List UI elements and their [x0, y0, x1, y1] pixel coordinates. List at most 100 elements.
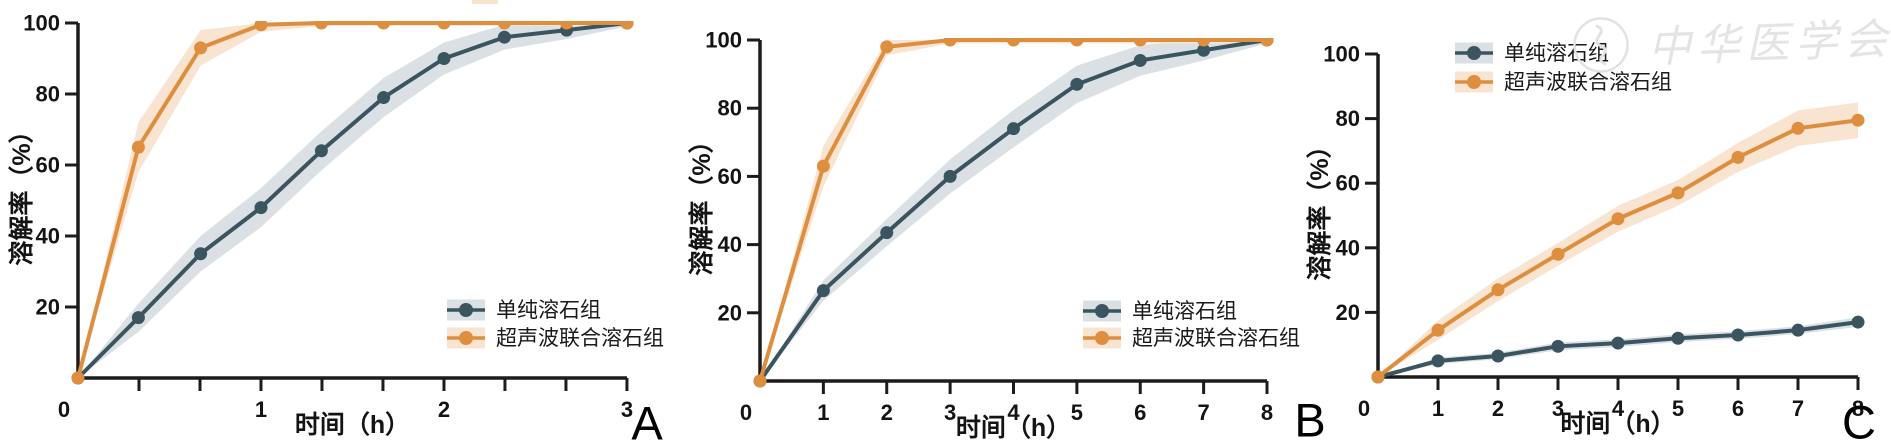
watermark-seal-icon	[1573, 17, 1629, 73]
data-point-marker	[816, 159, 830, 173]
data-point-marker	[497, 30, 511, 44]
data-point-marker	[1671, 331, 1685, 345]
data-point-marker	[437, 52, 451, 65]
legend-label: 超声波联合溶石组	[1132, 326, 1300, 350]
x-axis-title: 时间（h）	[295, 410, 410, 439]
panel-letter-C: C	[1842, 396, 1876, 443]
data-point-marker	[254, 201, 268, 215]
x-tick-label: 5	[1071, 400, 1083, 425]
x-tick-label: 2	[1492, 396, 1504, 421]
x-tick-label: 3	[621, 397, 633, 422]
x-tick-label: 3	[944, 400, 956, 425]
confidence-band-0	[78, 23, 627, 378]
data-point-marker	[1791, 121, 1805, 135]
y-tick-label: 20	[36, 295, 60, 320]
data-point-marker	[314, 21, 328, 30]
x-tick-label: 6	[1134, 400, 1146, 425]
panel-letter-B: B	[1294, 394, 1325, 443]
x-tick-label: 4	[1612, 396, 1625, 421]
y-tick-label: 100	[23, 11, 60, 36]
data-point-marker	[1070, 77, 1084, 91]
y-tick-label: 60	[1336, 171, 1360, 196]
legend-marker-icon	[1095, 304, 1109, 318]
x-tick-label: 0	[58, 397, 70, 422]
watermark-text: 中华医学会	[1647, 17, 1891, 73]
x-tick-label: 2	[438, 397, 450, 422]
data-point-marker	[1007, 122, 1020, 136]
legend-label: 超声波联合溶石组	[496, 326, 664, 350]
data-point-marker	[131, 140, 145, 154]
x-tick-label: 1	[255, 397, 267, 422]
y-tick-label: 80	[1336, 106, 1360, 131]
y-tick-label: 40	[718, 232, 742, 257]
y-tick-label: 80	[36, 82, 60, 107]
x-tick-label: 4	[1007, 400, 1020, 425]
data-point-marker	[1731, 150, 1745, 164]
legend-label: 单纯溶石组	[1504, 41, 1609, 65]
data-point-marker	[1197, 43, 1211, 57]
data-point-marker	[377, 21, 391, 30]
data-point-marker	[816, 284, 830, 298]
legend-marker-icon	[1467, 46, 1481, 60]
x-tick-label: 0	[740, 400, 752, 425]
data-point-marker	[1133, 38, 1147, 47]
series-1	[71, 21, 634, 385]
data-point-marker	[943, 38, 957, 47]
data-point-marker	[437, 21, 451, 30]
data-point-marker	[1851, 315, 1865, 329]
y-tick-label: 20	[1336, 300, 1360, 325]
data-point-marker	[880, 226, 894, 240]
x-tick-label: 2	[881, 400, 893, 425]
x-tick-label: 6	[1732, 396, 1744, 421]
series-line	[76, 21, 627, 379]
data-point-marker	[314, 144, 328, 158]
data-point-marker	[1491, 349, 1505, 363]
data-point-marker	[497, 21, 511, 30]
data-point-marker	[377, 91, 391, 105]
panel-B: 20 40 60 80 100 0 1 2 3 4 5 6 7 8 时间（h） 溶解率（%） 单纯溶石组超声波联…	[687, 28, 1326, 443]
series-1	[753, 38, 1274, 388]
data-point-marker	[131, 311, 145, 325]
data-point-marker	[1671, 186, 1685, 200]
x-tick-label: 7	[1792, 396, 1804, 421]
axes-A: 20 40 60 80 100 0 1 2 3	[23, 11, 633, 423]
panel-letter-A: A	[631, 397, 663, 443]
y-tick-label: 20	[718, 300, 742, 325]
data-point-marker	[1431, 323, 1445, 337]
legend-label: 单纯溶石组	[1132, 299, 1237, 323]
data-point-marker	[1491, 283, 1505, 297]
data-point-marker	[1070, 38, 1084, 47]
data-point-marker	[1431, 354, 1445, 368]
y-axis-title: 溶解率（%）	[687, 128, 716, 275]
confidence-band-1	[78, 23, 627, 378]
series-1	[1371, 113, 1865, 384]
data-point-marker	[1551, 247, 1565, 261]
data-point-marker	[1611, 212, 1625, 226]
data-point-marker	[1007, 38, 1020, 47]
cropped-orange-sliver-artifact	[472, 0, 498, 4]
y-tick-label: 60	[718, 164, 742, 189]
y-tick-label: 60	[36, 153, 60, 178]
y-tick-label: 80	[718, 96, 742, 121]
panel-C: 20 40 60 80 100 0 1 2 3 4 5 6 7 8 时间（h） 溶解率（%） 单纯溶石组超声波联…	[1305, 41, 1876, 443]
data-point-marker	[194, 247, 208, 261]
data-point-marker	[254, 21, 268, 32]
x-axis-title: 时间（h）	[956, 413, 1071, 442]
x-axis-title: 时间（h）	[1560, 409, 1675, 438]
data-point-marker	[1133, 53, 1147, 67]
data-point-marker	[753, 374, 767, 388]
x-tick-label: 1	[1432, 396, 1444, 421]
x-tick-label: 5	[1672, 396, 1684, 421]
y-tick-label: 40	[36, 224, 60, 249]
legend-marker-icon	[459, 331, 473, 345]
data-point-marker	[1551, 339, 1565, 353]
y-axis-title: 溶解率（%）	[1305, 133, 1334, 280]
y-axis-title: 溶解率（%）	[7, 118, 36, 265]
axes-B: 20 40 60 80 100 0 1 2 3 4 5 6 7 8	[705, 28, 1273, 426]
data-point-marker	[1851, 113, 1865, 127]
watermark-snake-staff-icon	[1595, 24, 1607, 66]
